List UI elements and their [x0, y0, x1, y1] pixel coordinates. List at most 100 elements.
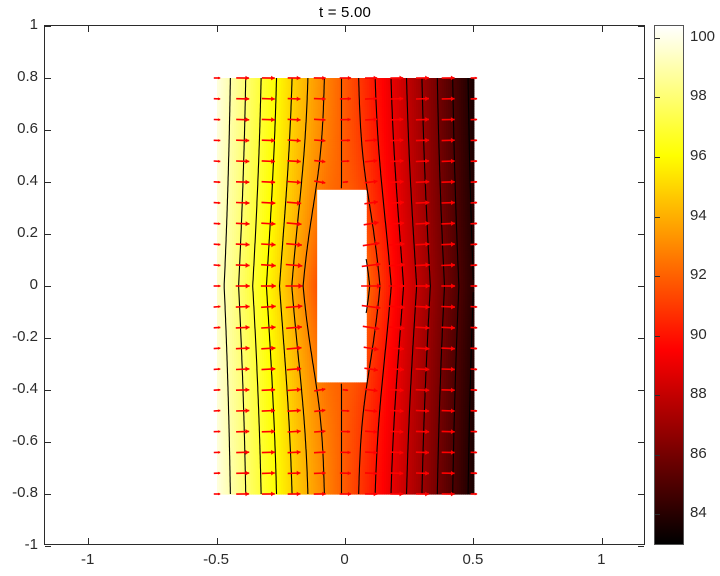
y-axis-label: 0.8 — [0, 68, 38, 85]
contour-line — [467, 292, 474, 494]
y-tick-mark — [638, 181, 644, 183]
colorbar-tick-mark — [655, 216, 660, 218]
quiver-arrow-head — [450, 158, 455, 164]
colorbar-tick-label: 86 — [690, 445, 707, 462]
quiver-arrow-head — [450, 221, 455, 226]
quiver-arrow-head — [399, 200, 404, 206]
quiver-arrow-head — [245, 242, 250, 247]
quiver-arrow-head — [425, 491, 429, 497]
quiver-arrow-head — [425, 200, 430, 206]
obstacle-hole — [317, 189, 367, 383]
x-axis-label: -1 — [58, 551, 118, 568]
y-tick-mark — [45, 389, 51, 391]
quiver-arrow-head — [425, 283, 430, 289]
quiver-arrow-head — [450, 491, 455, 497]
y-axis-label: -0.2 — [0, 328, 38, 345]
y-axis-label: 0 — [0, 276, 38, 293]
quiver-arrow-head — [271, 96, 275, 102]
quiver-arrow-head — [245, 470, 250, 476]
quiver-arrow-head — [373, 220, 379, 226]
colorbar-tick-label: 90 — [690, 326, 707, 343]
quiver-arrow-head — [474, 367, 478, 371]
quiver-arrow-head — [218, 201, 221, 205]
y-axis-label: -0.4 — [0, 380, 38, 397]
colorbar-tick-label: 94 — [690, 207, 707, 224]
colorbar-tick-mark — [655, 156, 660, 158]
quiver-arrow-head — [373, 179, 378, 184]
quiver-arrow-head — [245, 366, 250, 372]
quiver-arrow-head — [376, 283, 382, 289]
x-tick-mark — [601, 26, 603, 32]
x-tick-mark — [88, 26, 90, 32]
quiver-arrow-head — [425, 75, 429, 81]
colorbar-tick-label: 92 — [690, 266, 707, 283]
quiver-arrow-head — [245, 429, 250, 434]
quiver-arrow-head — [399, 220, 405, 226]
quiver-arrow-head — [271, 75, 275, 81]
y-tick-mark — [45, 25, 51, 27]
quiver-arrow-head — [474, 159, 478, 163]
quiver-arrow-head — [271, 387, 276, 393]
quiver-arrow-head — [474, 388, 478, 392]
quiver-arrow-head — [271, 429, 276, 434]
quiver-arrow-head — [218, 305, 221, 309]
field-colormap — [217, 78, 475, 495]
quiver-arrow-head — [321, 387, 326, 392]
quiver-arrow-head — [347, 409, 350, 413]
quiver-arrow-head — [474, 242, 478, 246]
quiver-arrow-head — [399, 471, 404, 476]
quiver-arrow-head — [450, 200, 455, 206]
quiver-arrow-head — [450, 137, 455, 143]
quiver-arrow-head — [373, 388, 378, 393]
quiver-arrow-head — [218, 284, 221, 288]
quiver-arrow-head — [218, 263, 221, 267]
quiver-arrow-head — [218, 409, 221, 413]
quiver-arrow-head — [450, 179, 455, 185]
quiver-arrow-head — [322, 75, 326, 81]
y-tick-mark — [45, 233, 51, 235]
quiver-arrow-head — [218, 430, 221, 433]
quiver-arrow-head — [474, 430, 478, 433]
quiver-arrow-head — [347, 159, 350, 163]
y-tick-mark — [638, 337, 644, 339]
quiver-arrow-head — [297, 262, 303, 269]
quiver-arrow-head — [374, 241, 380, 247]
quiver-arrow-head — [373, 346, 379, 352]
quiver-arrow-head — [474, 76, 478, 80]
quiver-arrow-head — [474, 471, 478, 475]
colorbar-tick-label: 96 — [690, 147, 707, 164]
quiver-arrow-head — [218, 159, 221, 163]
plot-axes — [44, 25, 645, 547]
quiver-arrow-head — [218, 180, 221, 184]
quiver-arrow-head — [296, 117, 301, 123]
quiver-arrow-head — [347, 138, 351, 142]
y-axis-label: -1 — [0, 536, 38, 553]
quiver-arrow-head — [245, 387, 250, 393]
quiver-arrow-head — [271, 366, 276, 372]
x-tick-mark — [216, 538, 218, 544]
quiver-arrow-head — [450, 387, 455, 393]
y-tick-mark — [638, 389, 644, 391]
x-tick-mark — [601, 538, 603, 544]
quiver-arrow-head — [373, 471, 378, 476]
quiver-arrow-head — [347, 450, 351, 455]
quiver-arrow-head — [345, 388, 349, 392]
quiver-arrow-head — [474, 222, 478, 225]
quiver-arrows — [213, 75, 478, 497]
y-tick-mark — [638, 233, 644, 235]
colorbar-tick-mark — [655, 514, 660, 516]
quiver-arrow-head — [373, 75, 378, 81]
quiver-arrow-head — [347, 75, 352, 81]
y-tick-mark — [45, 493, 51, 495]
quiver-arrow-head — [245, 304, 250, 310]
quiver-arrow-head — [400, 304, 405, 310]
quiver-arrow-head — [296, 200, 302, 206]
colorbar-tick-mark — [655, 335, 660, 337]
quiver-arrow-head — [373, 158, 378, 164]
quiver-arrow-head — [218, 471, 221, 475]
quiver-arrow-head — [474, 326, 478, 330]
quiver-arrow-head — [400, 283, 405, 289]
x-axis-label: 0 — [315, 551, 375, 568]
quiver-arrow-head — [245, 96, 250, 102]
